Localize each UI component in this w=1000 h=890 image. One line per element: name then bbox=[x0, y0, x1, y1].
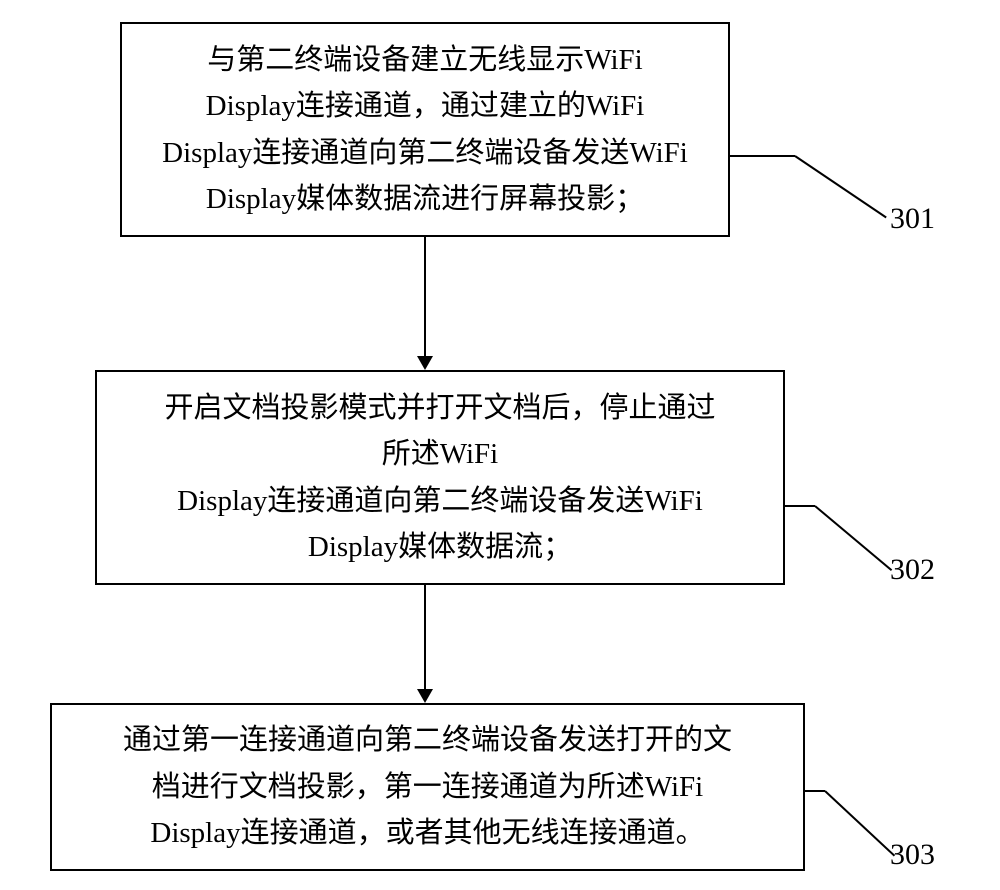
flow-step-3: 通过第一连接通道向第二终端设备发送打开的文 档进行文档投影，第一连接通道为所述W… bbox=[50, 703, 805, 871]
arrow-1-line bbox=[424, 237, 426, 356]
leader-line-3-d bbox=[824, 790, 895, 856]
flowchart-container: 与第二终端设备建立无线显示WiFi Display连接通道，通过建立的WiFi … bbox=[0, 0, 1000, 890]
leader-line-2-d bbox=[814, 505, 892, 571]
flow-step-2: 开启文档投影模式并打开文档后，停止通过 所述WiFi Display连接通道向第… bbox=[95, 370, 785, 585]
flow-step-1-label: 301 bbox=[890, 202, 935, 236]
flow-step-1-text: 与第二终端设备建立无线显示WiFi Display连接通道，通过建立的WiFi … bbox=[162, 37, 688, 223]
flow-step-2-text: 开启文档投影模式并打开文档后，停止通过 所述WiFi Display连接通道向第… bbox=[164, 385, 715, 571]
leader-line-1-h bbox=[730, 155, 795, 157]
flow-step-3-text: 通过第一连接通道向第二终端设备发送打开的文 档进行文档投影，第一连接通道为所述W… bbox=[123, 717, 732, 856]
leader-line-2-h bbox=[785, 505, 815, 507]
leader-line-1-d bbox=[794, 155, 886, 218]
arrow-2-head bbox=[417, 689, 433, 703]
flow-step-2-label: 302 bbox=[890, 553, 935, 587]
arrow-2-line bbox=[424, 585, 426, 689]
leader-line-3-h bbox=[805, 790, 825, 792]
flow-step-3-label: 303 bbox=[890, 838, 935, 872]
arrow-1-head bbox=[417, 356, 433, 370]
flow-step-1: 与第二终端设备建立无线显示WiFi Display连接通道，通过建立的WiFi … bbox=[120, 22, 730, 237]
